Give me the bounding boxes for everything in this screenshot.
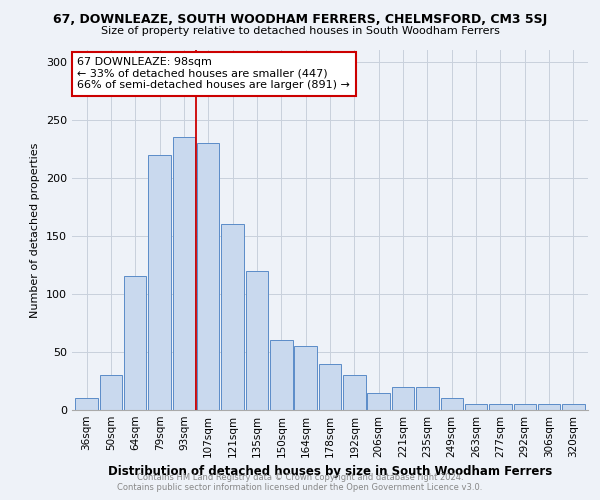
Bar (148, 154, 171, 410)
Bar (489, 404, 512, 410)
Text: Contains HM Land Registry data © Crown copyright and database right 2024.
Contai: Contains HM Land Registry data © Crown c… (118, 473, 482, 492)
Bar (514, 404, 536, 410)
Bar (295, 346, 317, 410)
Bar (173, 137, 195, 410)
Bar (367, 392, 390, 410)
Bar (246, 270, 268, 410)
Y-axis label: Number of detached properties: Number of detached properties (31, 142, 40, 318)
Bar (221, 224, 244, 410)
Bar (465, 404, 487, 410)
Bar (416, 387, 439, 410)
Bar (270, 340, 293, 410)
Text: 67 DOWNLEAZE: 98sqm
← 33% of detached houses are smaller (447)
66% of semi-detac: 67 DOWNLEAZE: 98sqm ← 33% of detached ho… (77, 57, 350, 90)
Bar (76, 398, 98, 410)
Bar (440, 398, 463, 410)
X-axis label: Distribution of detached houses by size in South Woodham Ferrers: Distribution of detached houses by size … (108, 466, 552, 478)
Bar (538, 404, 560, 410)
Bar (319, 364, 341, 410)
Bar (562, 404, 584, 410)
Text: 67, DOWNLEAZE, SOUTH WOODHAM FERRERS, CHELMSFORD, CM3 5SJ: 67, DOWNLEAZE, SOUTH WOODHAM FERRERS, CH… (53, 12, 547, 26)
Bar (392, 387, 414, 410)
Bar (124, 276, 146, 410)
Bar (100, 375, 122, 410)
Bar (197, 143, 220, 410)
Text: Size of property relative to detached houses in South Woodham Ferrers: Size of property relative to detached ho… (101, 26, 499, 36)
Bar (343, 375, 365, 410)
